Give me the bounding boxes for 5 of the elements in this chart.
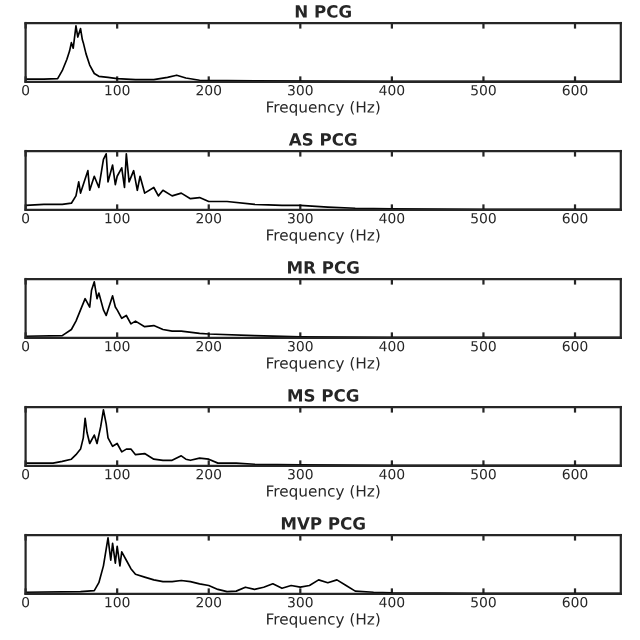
chart-title: MR PCG [288,261,359,274]
chart-title: MS PCG [288,389,359,402]
chart-title: MVP PCG [281,517,365,530]
chart-title: AS PCG [288,133,357,146]
chart-title: N PCG [295,5,351,18]
